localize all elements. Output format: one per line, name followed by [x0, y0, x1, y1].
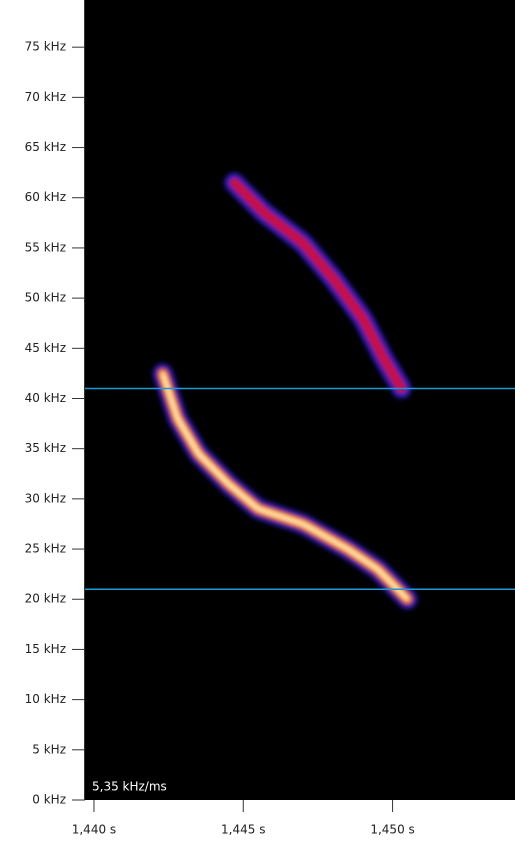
- y-tick-label: 0 kHz: [32, 793, 66, 807]
- y-tick-label: 50 kHz: [25, 291, 66, 305]
- y-tick-label: 15 kHz: [25, 642, 66, 656]
- x-tick-label: 1,450 s: [370, 823, 414, 837]
- y-tick-label: 45 kHz: [25, 341, 66, 355]
- y-tick-label: 75 kHz: [25, 40, 66, 54]
- y-tick-label: 55 kHz: [25, 240, 66, 254]
- y-tick-label: 40 kHz: [25, 391, 66, 405]
- y-tick-label: 70 kHz: [25, 90, 66, 104]
- spectral-trace: [228, 177, 408, 394]
- y-tick-label: 30 kHz: [25, 491, 66, 505]
- y-tick-label: 5 kHz: [32, 742, 66, 756]
- y-tick-label: 25 kHz: [25, 542, 66, 556]
- y-tick-label: 20 kHz: [25, 592, 66, 606]
- annotation: 5,35 kHz/ms: [92, 780, 167, 794]
- plot-background: [85, 0, 515, 800]
- x-tick-label: 1,445 s: [221, 823, 265, 837]
- spectral-trace: [160, 371, 410, 602]
- y-tick-label: 35 kHz: [25, 441, 66, 455]
- y-tick-label: 60 kHz: [25, 190, 66, 204]
- y-tick-label: 10 kHz: [25, 692, 66, 706]
- y-tick-label: 65 kHz: [25, 140, 66, 154]
- x-tick-label: 1,440 s: [72, 823, 116, 837]
